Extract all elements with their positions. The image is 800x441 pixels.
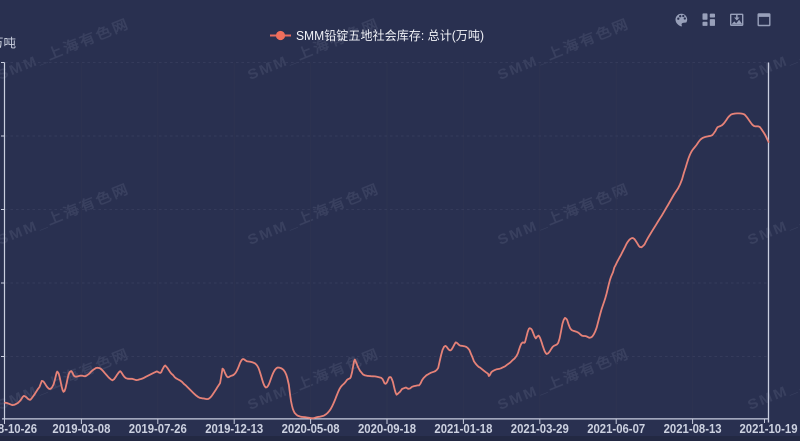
svg-text:万吨: 万吨 [0,36,16,50]
svg-text:2021-06-07: 2021-06-07 [587,422,645,436]
svg-text:2019-12-13: 2019-12-13 [205,422,263,436]
svg-text:2021-10-19: 2021-10-19 [740,422,798,436]
svg-text:2019-03-08: 2019-03-08 [52,422,110,436]
svg-text:2020-05-08: 2020-05-08 [282,422,340,436]
svg-text:2021-01-18: 2021-01-18 [434,422,492,436]
svg-text:2021-03-29: 2021-03-29 [511,422,569,436]
svg-text:SMM铅锭五地社会库存: 总计(万吨): SMM铅锭五地社会库存: 总计(万吨) [296,28,484,43]
svg-text:2021-08-13: 2021-08-13 [664,422,722,436]
svg-text:2018-10-26: 2018-10-26 [0,422,37,436]
svg-text:2019-07-26: 2019-07-26 [129,422,187,436]
svg-text:2020-09-18: 2020-09-18 [358,422,416,436]
